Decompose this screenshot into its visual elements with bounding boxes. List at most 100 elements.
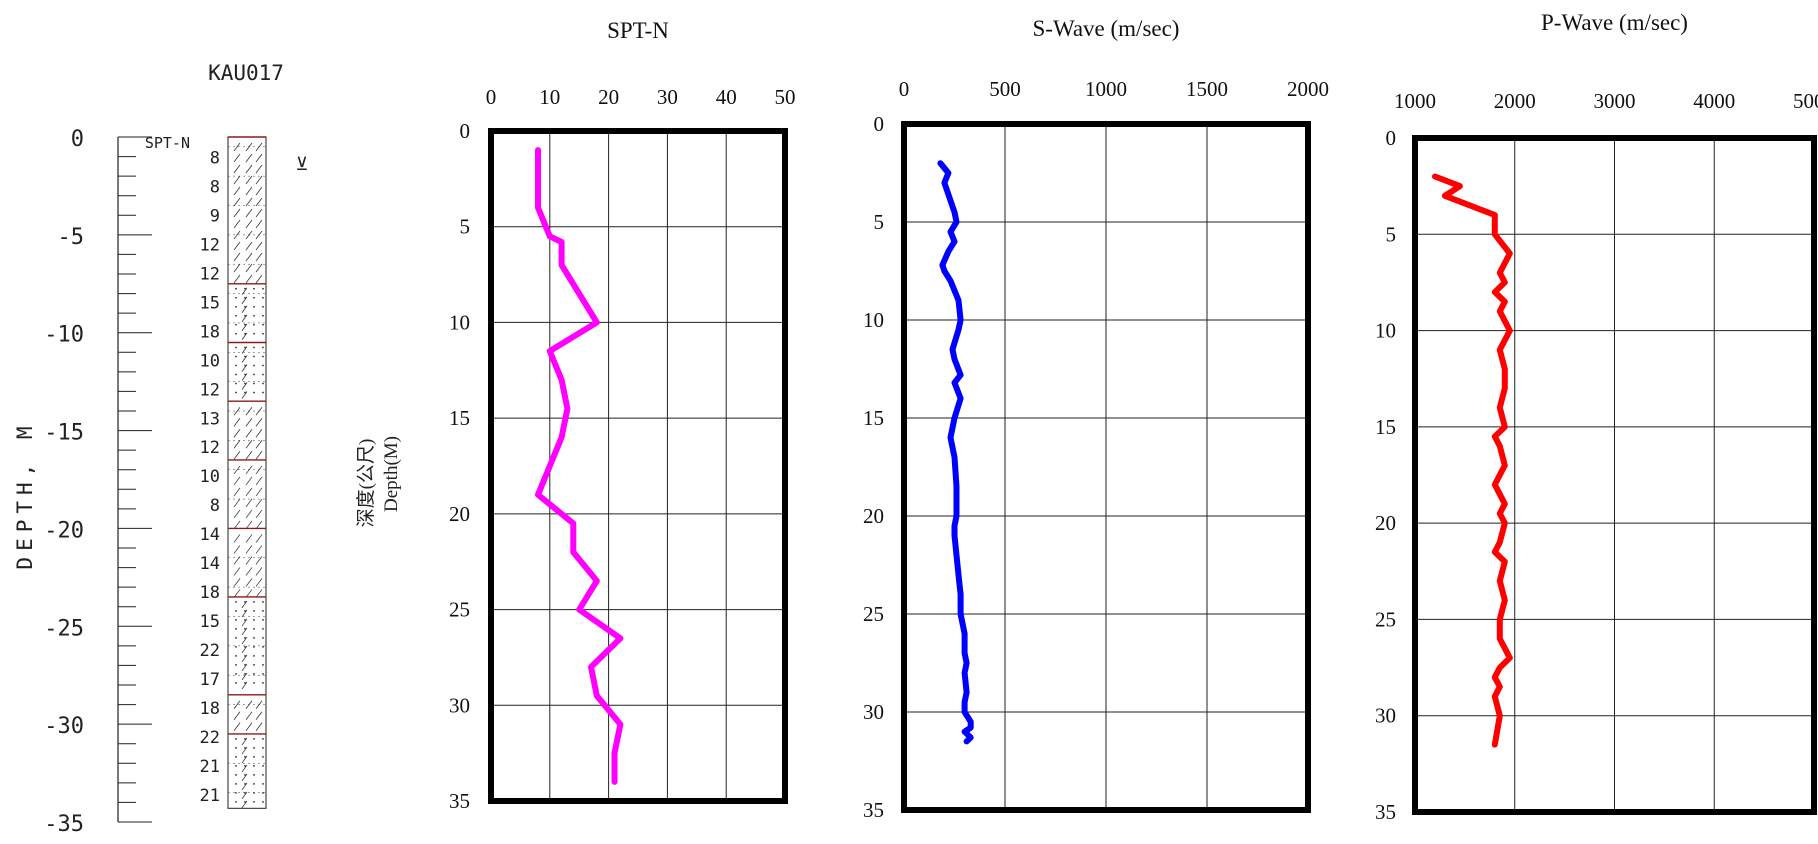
x-tick-label: 50 xyxy=(775,85,796,109)
soil-dot xyxy=(253,332,255,335)
soil-dot xyxy=(235,305,237,308)
chart-title: S-Wave (m/sec) xyxy=(1033,16,1180,41)
soil-dot xyxy=(244,619,246,621)
soil-hatch xyxy=(233,465,241,475)
soil-dot xyxy=(244,801,246,803)
soil-hatch xyxy=(255,520,263,530)
depth-label-zh: 深度(公尺) xyxy=(355,439,377,528)
y-tick-label: 10 xyxy=(863,308,884,332)
soil-dot xyxy=(262,664,264,666)
soil-hatch xyxy=(241,346,248,354)
soil-hatch xyxy=(241,364,248,372)
soil-dot xyxy=(235,682,237,684)
spt-value-label: 14 xyxy=(200,525,220,545)
soil-dot xyxy=(235,664,237,666)
x-tick-label: 30 xyxy=(657,85,678,109)
soil-dot xyxy=(235,673,237,675)
series-line xyxy=(937,160,974,745)
soil-dot xyxy=(262,314,264,317)
soil-dot xyxy=(253,655,255,657)
soil-dot xyxy=(262,601,264,603)
spt-value-label: 21 xyxy=(200,786,220,806)
x-tick-label: 1000 xyxy=(1394,89,1436,113)
y-tick-label: 35 xyxy=(863,798,884,822)
soil-dot xyxy=(262,801,264,803)
soil-hatch xyxy=(241,654,248,663)
borehole-depth-axis: 0 -5 -10 -15 -20 -25 -30 -35 xyxy=(44,127,152,837)
soil-hatch xyxy=(245,487,253,497)
soil-hatch xyxy=(245,476,253,486)
soil-dot xyxy=(244,673,246,675)
spt-value-label: 9 xyxy=(210,207,220,227)
soil-hatch xyxy=(245,545,253,554)
soil-hatch xyxy=(233,219,241,229)
soil-dot xyxy=(235,610,237,612)
depth-axis-label: DEPTH, M xyxy=(13,420,37,569)
borehole-depth-tick-label: -20 xyxy=(44,518,84,543)
soil-hatch xyxy=(245,208,253,218)
soil-dot xyxy=(262,610,264,612)
borehole-depth-tick-label: -25 xyxy=(44,616,84,641)
soil-hatch xyxy=(255,534,263,543)
soil-hatch xyxy=(255,711,263,721)
soil-dot xyxy=(253,305,255,308)
soil-dot xyxy=(244,382,246,385)
soil-hatch xyxy=(241,636,248,645)
soil-hatch xyxy=(233,476,241,486)
soil-hatch xyxy=(241,391,248,399)
depth-label-rotated: 深度(公尺) Depth(M) xyxy=(355,436,402,527)
soil-hatch xyxy=(255,263,263,273)
soil-dot xyxy=(253,637,255,639)
soil-hatch xyxy=(233,439,241,449)
soil-dot xyxy=(253,382,255,385)
soil-hatch xyxy=(233,589,241,598)
soil-dot xyxy=(262,346,264,349)
soil-dot xyxy=(244,391,246,394)
soil-hatch xyxy=(255,274,263,284)
soil-dot xyxy=(235,373,237,376)
soil-dot xyxy=(253,783,255,785)
borehole-depth-tick-label: -10 xyxy=(44,323,84,348)
borehole-depth-tick-label: -35 xyxy=(44,812,84,837)
soil-hatch xyxy=(233,534,241,543)
spt-value-label: 15 xyxy=(200,293,220,313)
soil-dot xyxy=(253,774,255,776)
soil-hatch xyxy=(245,498,253,508)
soil-hatch xyxy=(233,722,241,732)
soil-dot xyxy=(262,305,264,308)
soil-hatch xyxy=(255,175,263,185)
soil-hatch xyxy=(255,428,263,438)
spt-value-label: 18 xyxy=(200,322,220,342)
soil-hatch xyxy=(245,567,253,576)
soil-column xyxy=(227,136,267,809)
soil-dot xyxy=(235,601,237,603)
soil-hatch xyxy=(233,450,241,460)
soil-hatch xyxy=(241,764,248,773)
soil-dot xyxy=(253,673,255,675)
y-tick-label: 25 xyxy=(449,598,470,622)
soil-hatch xyxy=(255,722,263,732)
soil-dot xyxy=(262,637,264,639)
soil-hatch xyxy=(245,197,253,207)
soil-hatch xyxy=(255,197,263,207)
x-tick-label: 3000 xyxy=(1594,89,1636,113)
borehole-depth-tick-label: 0 xyxy=(71,127,84,152)
spt-value-label: 14 xyxy=(200,554,220,574)
soil-hatch xyxy=(241,645,248,654)
soil-dot xyxy=(235,792,237,794)
y-tick-label: 15 xyxy=(449,406,470,430)
y-tick-label: 0 xyxy=(1386,126,1397,150)
soil-dot xyxy=(235,628,237,630)
chart-frame xyxy=(488,128,788,804)
soil-dot xyxy=(244,783,246,785)
soil-hatch xyxy=(255,164,263,174)
x-tick-label: 5000 xyxy=(1793,89,1818,113)
soil-hatch xyxy=(255,556,263,565)
soil-hatch xyxy=(245,589,253,598)
soil-hatch xyxy=(255,476,263,486)
soil-hatch xyxy=(255,589,263,598)
soil-hatch xyxy=(233,241,241,251)
y-tick-label: 25 xyxy=(863,602,884,626)
soil-dot xyxy=(235,355,237,358)
